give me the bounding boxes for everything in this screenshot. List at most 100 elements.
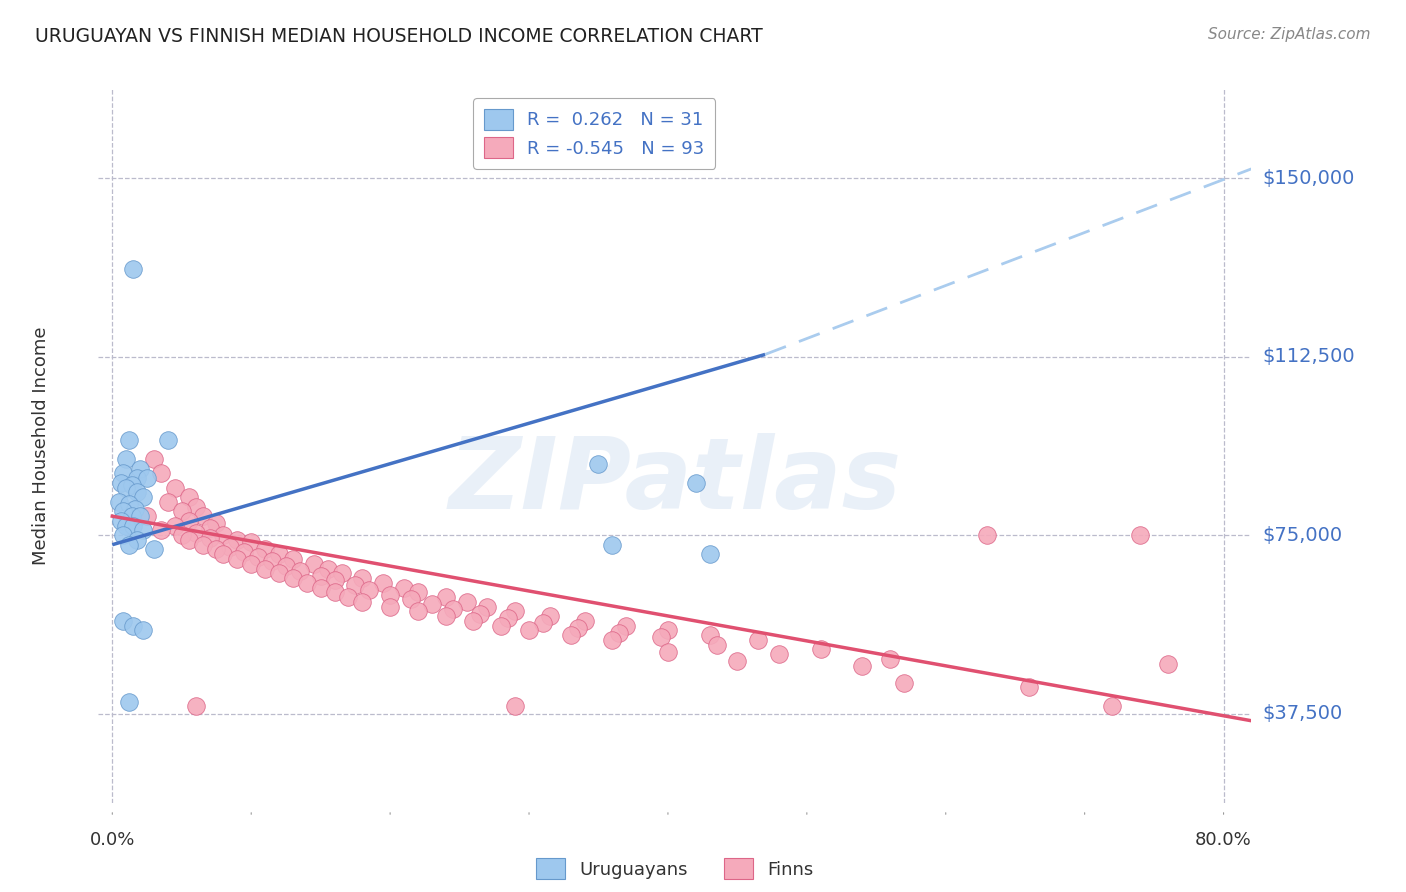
Point (274, 559, 297, 574)
Point (260, 554, 283, 568)
Point (378, 599, 401, 614)
Point (323, 585, 346, 599)
Point (121, 509, 143, 524)
Point (149, 467, 172, 481)
Point (352, 571, 374, 585)
Point (205, 516, 228, 531)
Point (602, 538, 624, 552)
Point (1129, 528, 1152, 542)
Point (112, 614, 135, 628)
Point (112, 467, 135, 481)
Point (359, 582, 381, 597)
Point (491, 618, 513, 632)
Point (747, 632, 769, 647)
Point (118, 695, 141, 709)
Text: $150,000: $150,000 (1263, 169, 1355, 188)
Point (205, 542, 228, 557)
Point (392, 581, 415, 595)
Point (212, 547, 235, 561)
Point (254, 542, 277, 557)
Point (112, 528, 135, 542)
Point (851, 659, 873, 673)
Point (309, 581, 332, 595)
Point (198, 531, 221, 545)
Point (112, 504, 135, 518)
Point (434, 590, 457, 604)
Point (233, 545, 256, 559)
Text: $75,000: $75,000 (1263, 525, 1343, 545)
Point (170, 504, 193, 518)
Point (406, 604, 429, 618)
Point (879, 652, 901, 666)
Point (129, 509, 152, 524)
Point (567, 621, 589, 635)
Point (115, 481, 138, 495)
Text: Source: ZipAtlas.com: Source: ZipAtlas.com (1208, 27, 1371, 42)
Point (378, 588, 401, 602)
Point (477, 599, 499, 614)
Point (399, 592, 422, 607)
Point (288, 564, 311, 578)
Point (352, 595, 374, 609)
Point (212, 528, 235, 542)
Point (441, 602, 464, 616)
Point (976, 528, 998, 542)
Text: $112,500: $112,500 (1263, 347, 1355, 367)
Point (143, 452, 166, 467)
Point (184, 525, 207, 540)
Point (316, 561, 339, 575)
Text: $37,500: $37,500 (1263, 704, 1343, 723)
Legend: Uruguayans, Finns: Uruguayans, Finns (529, 851, 821, 887)
Point (132, 490, 155, 504)
Point (127, 485, 149, 500)
Point (1101, 699, 1123, 714)
Point (118, 433, 141, 447)
Point (295, 575, 318, 590)
Point (149, 524, 172, 538)
Point (725, 654, 748, 668)
Point (121, 478, 143, 492)
Point (184, 500, 207, 514)
Point (177, 490, 200, 504)
Point (156, 495, 179, 509)
Point (420, 597, 443, 611)
Point (281, 552, 304, 566)
Point (602, 632, 624, 647)
Point (330, 566, 353, 581)
Point (810, 642, 832, 657)
Point (344, 578, 367, 592)
Text: ZIPatlas: ZIPatlas (449, 434, 901, 530)
Point (267, 566, 290, 581)
Point (198, 521, 221, 535)
Point (406, 585, 429, 599)
Point (143, 542, 166, 557)
Point (247, 549, 270, 564)
Point (122, 261, 145, 276)
Point (607, 625, 630, 640)
Point (463, 614, 485, 628)
Point (177, 533, 200, 547)
Point (588, 457, 610, 471)
Point (118, 538, 141, 552)
Point (170, 528, 193, 542)
Point (657, 645, 679, 659)
Point (699, 547, 721, 561)
Point (434, 609, 457, 624)
Point (108, 495, 131, 509)
Point (470, 607, 492, 621)
Point (115, 518, 138, 533)
Point (132, 624, 155, 638)
Point (163, 518, 186, 533)
Point (337, 590, 360, 604)
Point (281, 571, 304, 585)
Point (226, 552, 249, 566)
Point (156, 433, 179, 447)
Point (184, 699, 207, 714)
Point (122, 618, 145, 632)
Point (614, 618, 637, 632)
Point (309, 568, 332, 582)
Text: Median Household Income: Median Household Income (32, 326, 49, 566)
Point (517, 624, 540, 638)
Point (574, 614, 596, 628)
Point (503, 699, 526, 714)
